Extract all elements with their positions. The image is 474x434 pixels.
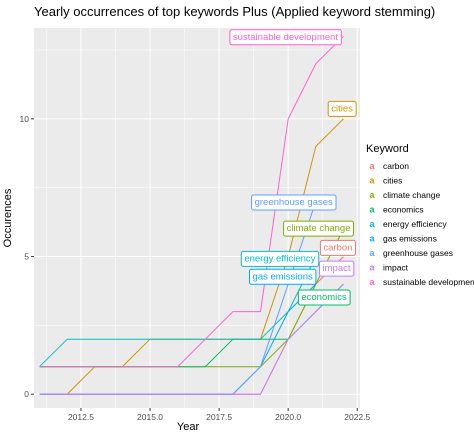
series-label-text: carbon (323, 242, 352, 253)
series-label-box (251, 194, 337, 211)
series-label: gas emissions (249, 268, 317, 285)
series-label-text: gas emissions (253, 271, 313, 282)
legend-entry: gas emissions (383, 234, 437, 244)
x-tick-label: 2017.5 (206, 412, 232, 422)
series-label: cities (327, 100, 357, 117)
series-label: impact (319, 260, 355, 277)
legend-entry: greenhouse gases (383, 248, 453, 258)
series-label: greenhouse gases (251, 194, 337, 211)
series-label-box (327, 100, 357, 117)
series-label-text: sustainable development (233, 32, 338, 43)
legend-key: a (369, 161, 375, 171)
legend-key: a (369, 205, 375, 215)
y-tick-label: 10 (20, 114, 30, 124)
series-label-text: greenhouse gases (255, 197, 333, 208)
series-label: economics (297, 289, 351, 306)
x-tick-label: 2012.5 (68, 412, 94, 422)
x-tick-label: 2020.0 (275, 412, 301, 422)
chart-title: Yearly occurrences of top keywords Plus … (34, 4, 435, 19)
series-label-box (319, 260, 355, 277)
series-label-text: impact (323, 263, 351, 274)
x-tick-label: 2015.0 (137, 412, 163, 422)
series-line (39, 35, 344, 368)
legend-key: a (369, 219, 375, 229)
legend-entry: energy efficiency (383, 219, 447, 229)
legend-entry: climate change (383, 190, 440, 200)
legend-entry: cities (383, 176, 402, 186)
series-label-box (319, 239, 356, 256)
legend-key: a (369, 263, 375, 273)
series-label-text: economics (301, 292, 347, 303)
legend-key: a (369, 248, 375, 258)
series-label-box (283, 220, 355, 237)
legend-title: Keyword (366, 143, 409, 155)
legend-key: a (369, 176, 375, 186)
series-label-text: cities (331, 103, 353, 114)
series-label: climate change (283, 220, 355, 237)
series-label: sustainable development (229, 29, 342, 46)
series-label: energy efficiency (240, 250, 320, 267)
y-axis-label: Occurences (2, 188, 14, 247)
plot-panel (34, 28, 360, 408)
legend-key: a (369, 277, 375, 287)
legend-entry: impact (383, 263, 409, 273)
series-labels: carbon cities climate change economics energ… (229, 29, 357, 306)
series-label-box (297, 289, 351, 306)
legend-entry: economics (383, 205, 424, 215)
legend-key: a (369, 190, 375, 200)
legend-entry: carbon (383, 161, 409, 171)
series-label-text: energy efficiency (244, 253, 315, 264)
y-tick-label: 0 (24, 389, 29, 399)
series-label-text: climate change (287, 223, 351, 234)
axis-ticks: 2012.5 2015.0 2017.5 2020.0 2022.5 0 5 10 (20, 114, 371, 422)
legend-entry: sustainable development (383, 277, 474, 287)
series-label: carbon (319, 239, 356, 256)
series-label-box (229, 29, 342, 46)
series-label-box (240, 250, 320, 267)
x-axis-label: Year (177, 421, 200, 433)
x-tick-label: 2022.5 (344, 412, 370, 422)
series-label-box (249, 268, 317, 285)
y-tick-label: 5 (24, 252, 29, 262)
legend-key: a (369, 234, 375, 244)
